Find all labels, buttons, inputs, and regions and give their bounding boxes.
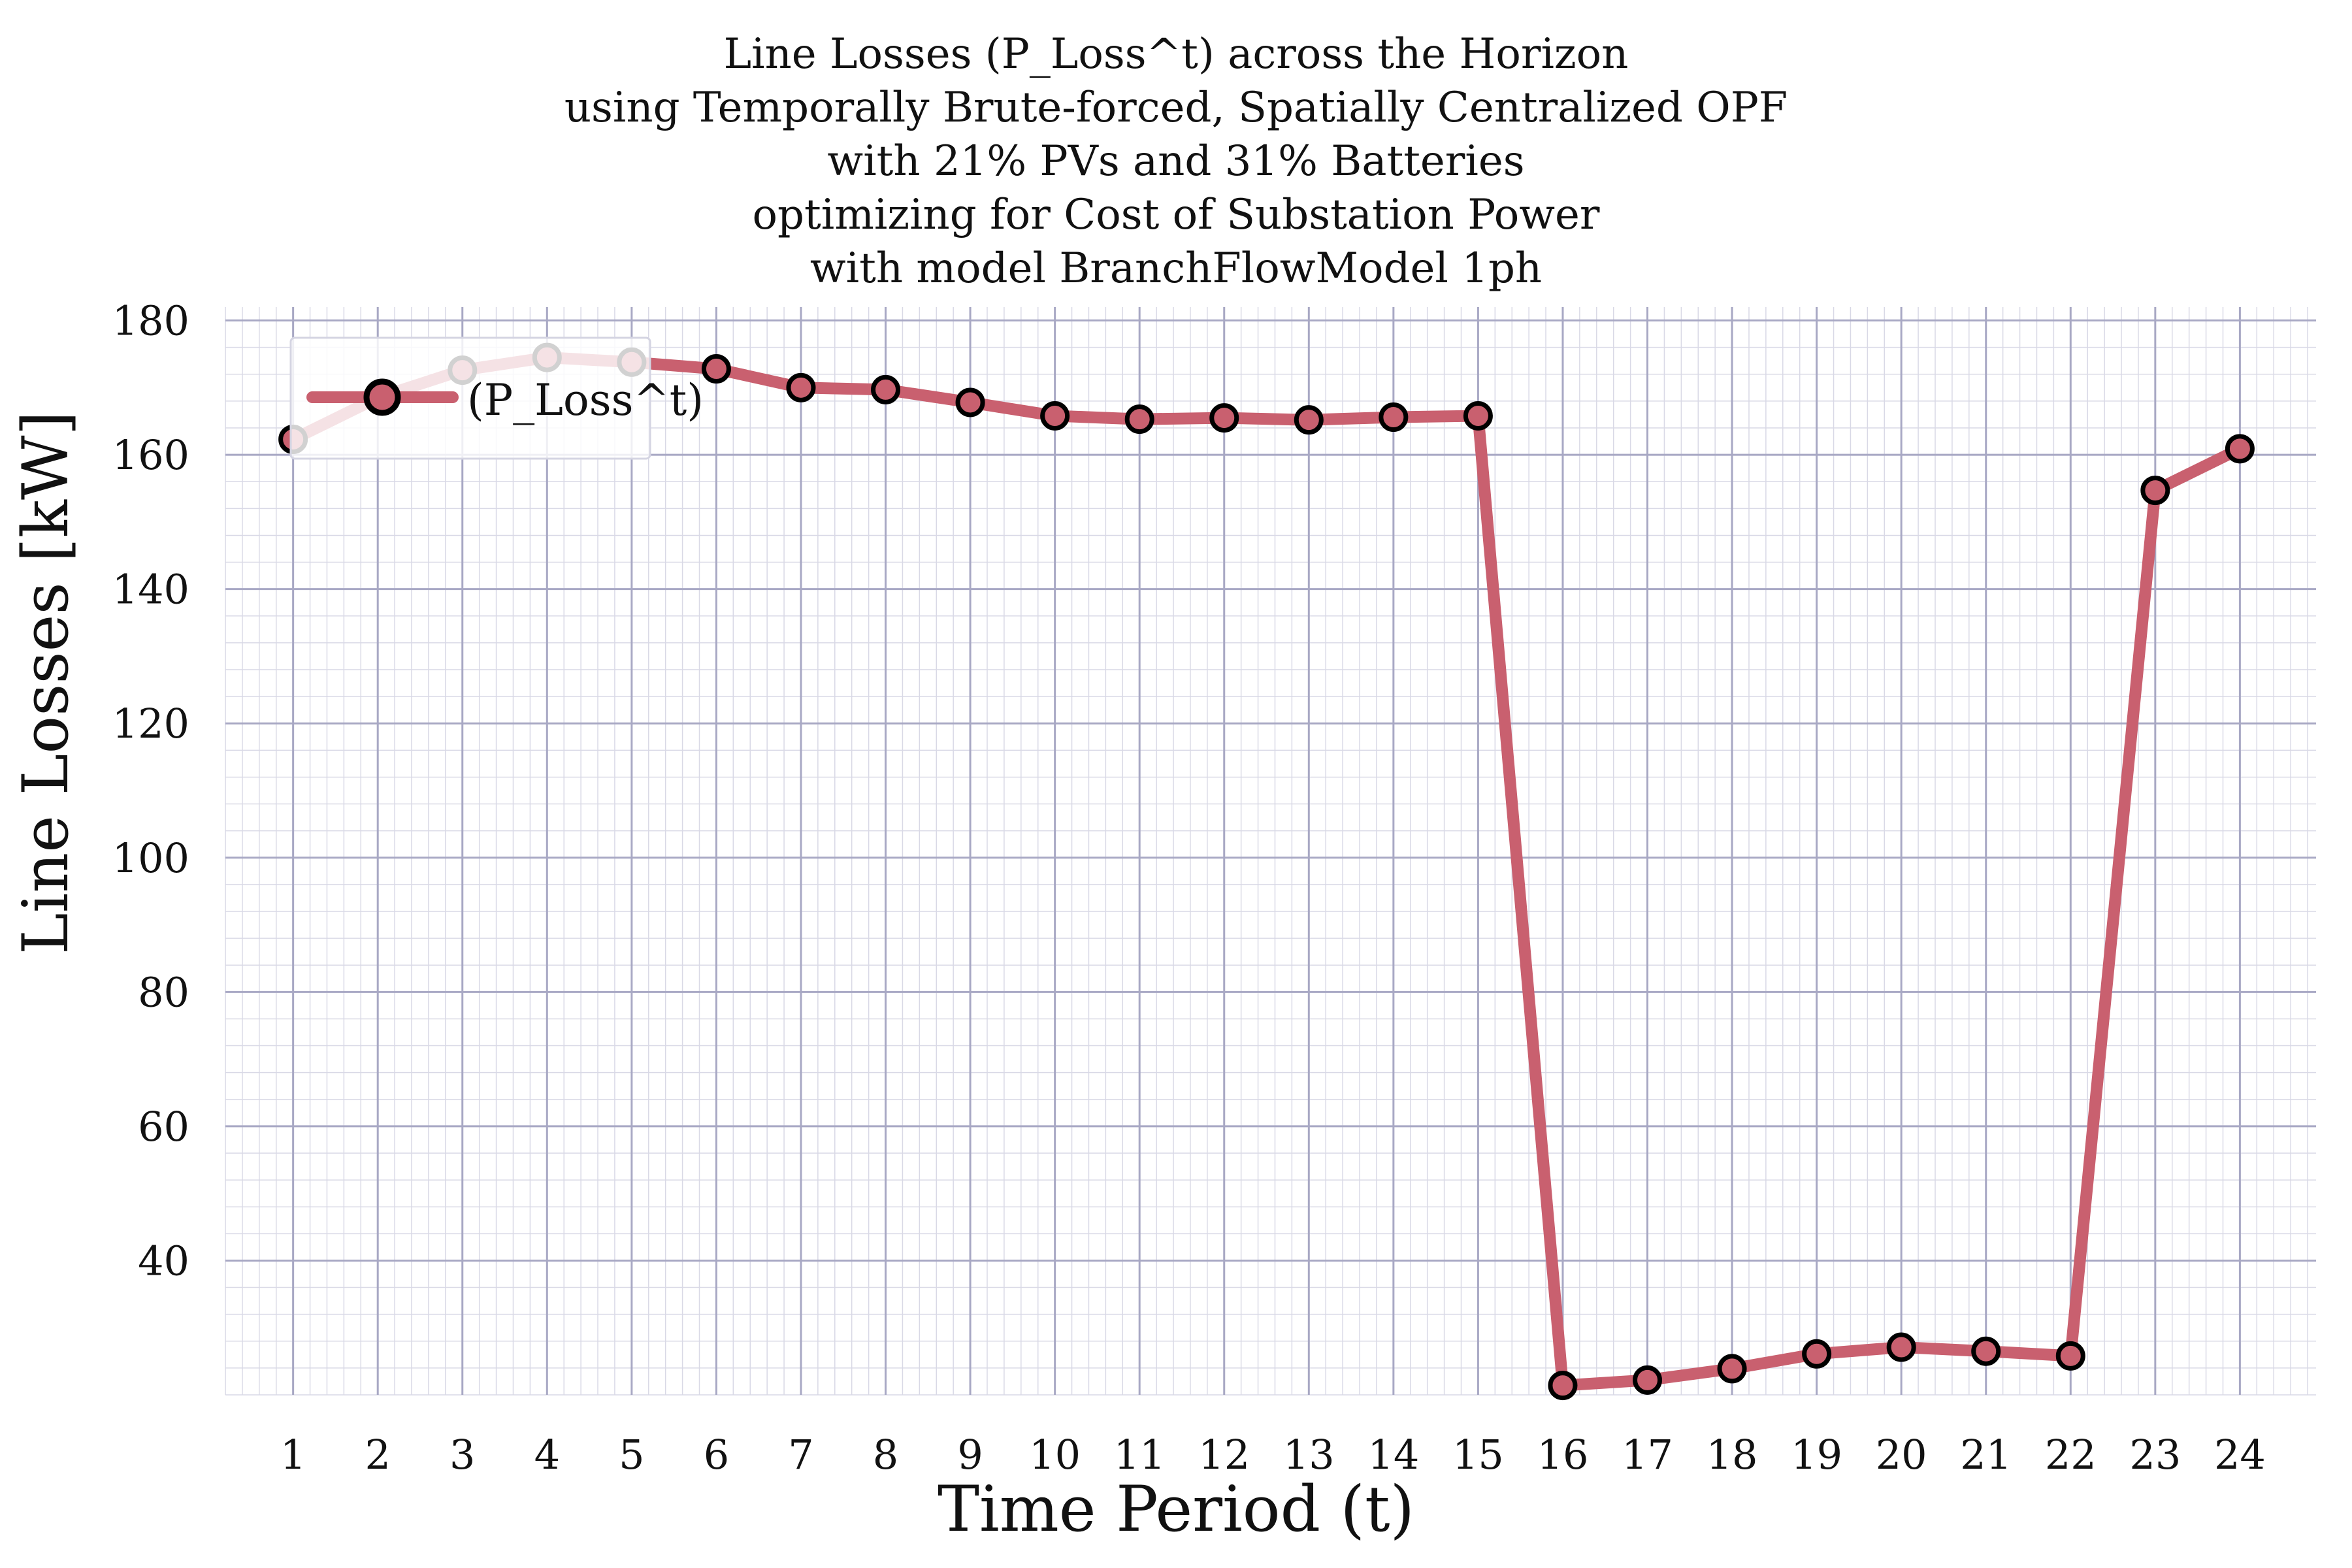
data-point-t16	[1548, 1371, 1578, 1401]
x-tick-label: 24	[2214, 1431, 2266, 1478]
data-point-t14	[1379, 402, 1409, 433]
x-tick-label: 13	[1283, 1431, 1335, 1478]
x-tick-label: 15	[1452, 1431, 1504, 1478]
data-point-t9	[955, 387, 985, 417]
x-tick-label: 12	[1198, 1431, 1250, 1478]
major-grid	[225, 307, 2316, 1395]
x-tick-label: 21	[1960, 1431, 2012, 1478]
chart-title-line-4: optimizing for Cost of Substation Power	[752, 191, 1600, 239]
x-tick-label: 5	[619, 1431, 644, 1478]
x-tick-label: 23	[2129, 1431, 2181, 1478]
x-tick-label: 8	[873, 1431, 898, 1478]
data-point-t19	[1802, 1339, 1832, 1369]
y-tick-label: 100	[112, 834, 189, 882]
x-tick-label: 4	[534, 1431, 560, 1478]
data-point-t8	[871, 374, 901, 404]
data-point-t23	[2140, 476, 2170, 506]
y-axis-label: Line Losses [kW]	[9, 410, 82, 955]
x-tick-labels: 1 2 3 4 5 6 7 8 9 10 11 12 13 14 15 16 17 18 19 20 21 22 23 24	[280, 1431, 2266, 1478]
x-tick-label: 16	[1537, 1431, 1589, 1478]
data-point-t10	[1040, 401, 1070, 431]
data-point-t20	[1886, 1332, 1916, 1362]
y-tick-label: 120	[112, 700, 189, 747]
minor-grid	[225, 307, 2316, 1396]
y-tick-label: 180	[112, 297, 189, 345]
y-tick-label: 140	[112, 566, 189, 613]
series-line	[287, 351, 2246, 1392]
y-tick-label: 160	[112, 431, 189, 479]
legend-box	[289, 336, 651, 460]
data-point-t12	[1209, 403, 1239, 433]
x-tick-label: 1	[280, 1431, 306, 1478]
data-point-t7	[786, 372, 816, 402]
x-tick-label: 9	[957, 1431, 983, 1478]
data-point-t6	[701, 354, 731, 384]
legend-marker-swatch	[363, 378, 401, 416]
x-tick-label: 17	[1622, 1431, 1673, 1478]
y-tick-label: 40	[138, 1237, 189, 1284]
data-point-t21	[1971, 1336, 2001, 1366]
x-tick-label: 14	[1367, 1431, 1419, 1478]
x-tick-label: 6	[704, 1431, 729, 1478]
data-point-t15	[1463, 401, 1493, 431]
data-point-t24	[2225, 434, 2255, 464]
y-tick-labels: 40 60 80 100 120 140 160 180	[112, 297, 189, 1285]
data-point-t13	[1294, 405, 1324, 435]
data-point-t18	[1717, 1354, 1747, 1384]
x-axis-label: Time Period (t)	[937, 1473, 1415, 1546]
x-tick-label: 22	[2045, 1431, 2097, 1478]
x-tick-label: 3	[449, 1431, 475, 1478]
chart-title-line-3: with 21% PVs and 31% Batteries	[827, 137, 1525, 186]
data-point-t11	[1124, 404, 1154, 434]
chart-title-line-1: Line Losses (P_Loss^t) across the Horizo…	[723, 30, 1629, 78]
x-tick-label: 11	[1114, 1431, 1166, 1478]
chart-title: Line Losses (P_Loss^t) across the Horizo…	[0, 27, 2352, 295]
data-point-t17	[1633, 1365, 1663, 1395]
x-tick-label: 10	[1029, 1431, 1081, 1478]
x-tick-label: 7	[788, 1431, 813, 1478]
y-tick-label: 80	[138, 968, 189, 1016]
series-layer	[278, 342, 2255, 1401]
legend-label: (P_Loss^t)	[467, 375, 704, 425]
legend: (P_Loss^t)	[289, 336, 704, 460]
y-tick-label: 60	[138, 1103, 189, 1151]
x-tick-label: 20	[1876, 1431, 1927, 1478]
chart-title-line-2: using Temporally Brute-forced, Spatially…	[564, 84, 1788, 132]
chart-title-line-5: with model BranchFlowModel 1ph	[809, 244, 1543, 293]
x-tick-label: 18	[1707, 1431, 1758, 1478]
data-point-t22	[2055, 1341, 2085, 1371]
x-tick-label: 2	[365, 1431, 390, 1478]
x-tick-label: 19	[1791, 1431, 1842, 1478]
